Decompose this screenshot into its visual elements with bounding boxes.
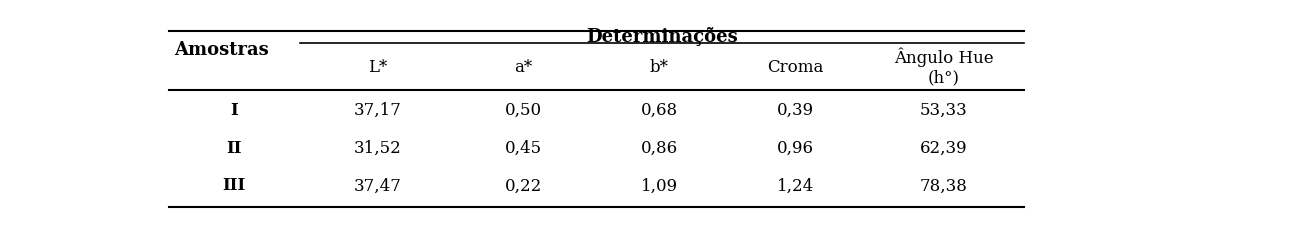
Text: I: I — [231, 102, 239, 119]
Text: 0,22: 0,22 — [505, 177, 543, 195]
Text: 78,38: 78,38 — [919, 177, 968, 195]
Text: a*: a* — [514, 59, 532, 76]
Text: 31,52: 31,52 — [354, 140, 401, 157]
Text: 0,68: 0,68 — [641, 102, 678, 119]
Text: 53,33: 53,33 — [919, 102, 968, 119]
Text: Amostras: Amostras — [174, 41, 269, 59]
Text: Ângulo Hue
(h°): Ângulo Hue (h°) — [894, 48, 994, 87]
Text: II: II — [227, 140, 243, 157]
Text: III: III — [223, 177, 246, 195]
Text: 0,50: 0,50 — [505, 102, 541, 119]
Text: b*: b* — [650, 59, 669, 76]
Text: 1,24: 1,24 — [776, 177, 814, 195]
Text: L*: L* — [368, 59, 387, 76]
Text: 0,86: 0,86 — [641, 140, 678, 157]
Text: 0,96: 0,96 — [776, 140, 814, 157]
Text: 37,17: 37,17 — [354, 102, 401, 119]
Text: Croma: Croma — [767, 59, 823, 76]
Text: Determinações: Determinações — [586, 27, 738, 47]
Text: 37,47: 37,47 — [354, 177, 401, 195]
Text: 0,45: 0,45 — [505, 140, 541, 157]
Text: 1,09: 1,09 — [641, 177, 678, 195]
Text: 62,39: 62,39 — [919, 140, 968, 157]
Text: 0,39: 0,39 — [776, 102, 814, 119]
